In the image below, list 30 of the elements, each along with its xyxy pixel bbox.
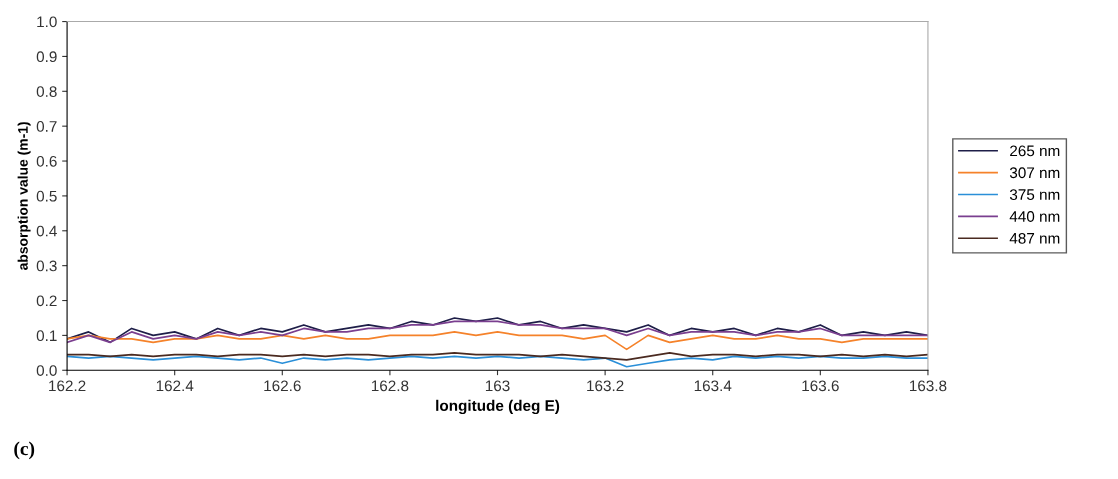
y-tick-label: 0.9 — [36, 51, 57, 63]
legend-label: 487 nm — [1009, 232, 1060, 244]
x-tick-label: 163.2 — [587, 380, 624, 392]
y-tick-label: 1.0 — [37, 16, 57, 28]
y-tick-label: 0.4 — [36, 225, 57, 237]
x-tick-label: 163 — [485, 380, 510, 392]
y-tick-label: 0.2 — [36, 295, 57, 307]
legend-label: 375 nm — [1009, 189, 1060, 201]
x-tick-label: 163.4 — [694, 380, 732, 392]
line-series — [67, 351, 928, 361]
y-tick-label: 0.5 — [36, 190, 57, 202]
x-tick-label: 163.8 — [909, 380, 947, 392]
text: (c) — [14, 441, 35, 460]
y-tick-label: 0.7 — [36, 121, 57, 132]
y-tick-label: 0.1 — [36, 330, 57, 342]
legend-label: 307 nm — [1009, 167, 1060, 179]
x-tick-label: 162.6 — [264, 380, 301, 392]
x-tick-label: 162.2 — [49, 380, 86, 392]
x-axis-title: longitude (deg E) — [436, 399, 560, 415]
y-tick-label: 0.6 — [36, 155, 57, 167]
legend-label: 440 nm — [1009, 211, 1060, 222]
x-tick-label: 162.8 — [371, 380, 409, 392]
line-series — [67, 331, 928, 351]
legend-label: 265 nm — [1010, 145, 1060, 157]
y-tick-label: 0.0 — [36, 365, 57, 376]
x-tick-label: 163.6 — [802, 380, 839, 392]
y-axis-title: absorption value (m-1) — [17, 122, 31, 270]
y-tick-label: 0.3 — [36, 260, 57, 272]
y-tick-label: 0.8 — [36, 86, 57, 97]
x-tick-label: 162.4 — [156, 380, 194, 392]
